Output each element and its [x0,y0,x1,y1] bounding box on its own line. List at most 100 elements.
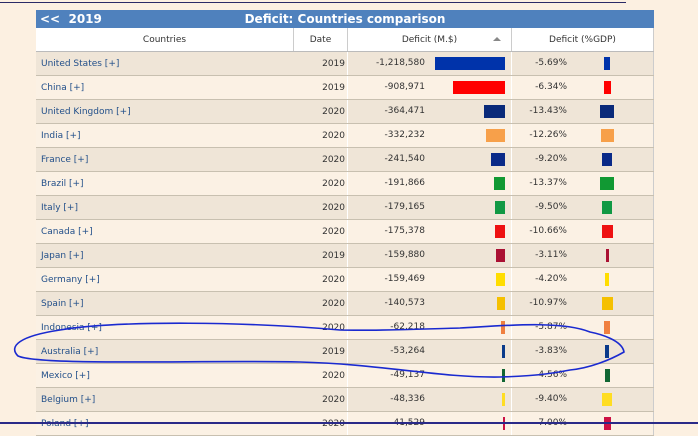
deficit-musd-value: -53,264 [390,346,425,356]
country-link[interactable]: United Kingdom [+] [36,99,294,124]
deficit-gdp-bar [605,273,609,286]
deficit-musd-bar [496,273,505,286]
deficit-musd-cell: -175,378 [347,219,512,244]
deficit-gdp-value: -3.11% [535,250,567,260]
title-bar: << 2019 Deficit: Countries comparison [36,10,654,28]
country-link[interactable]: China [+] [36,75,294,100]
date-cell: 2020 [293,147,348,172]
deficit-gdp-bar [604,369,610,382]
deficit-musd-value: -332,232 [384,130,425,140]
deficit-musd-value: -175,378 [384,226,425,236]
deficit-gdp-value: -5.87% [535,322,567,332]
table-row: Spain [+] 2020 -140,573 -10.97% [36,291,654,316]
previous-year-button[interactable]: << 2019 [40,10,102,28]
date-cell: 2019 [293,75,348,100]
deficit-musd-bar [491,153,505,166]
date-cell: 2019 [293,51,348,76]
deficit-panel: << 2019 Deficit: Countries comparison Co… [36,10,654,436]
deficit-gdp-bar [604,321,610,334]
date-cell: 2019 [293,339,348,364]
country-link[interactable]: Mexico [+] [36,363,294,388]
deficit-musd-bar [495,201,505,214]
deficit-gdp-cell: -9.20% [511,147,654,172]
date-cell: 2020 [293,123,348,148]
deficit-musd-cell: -159,469 [347,267,512,292]
deficit-gdp-value: -5.69% [535,58,567,68]
deficit-gdp-bar [602,201,612,214]
deficit-musd-cell: -48,336 [347,387,512,412]
table-row: Italy [+] 2020 -179,165 -9.50% [36,195,654,220]
deficit-gdp-value: -4.20% [535,274,567,284]
deficit-musd-value: -140,573 [384,298,425,308]
deficit-gdp-value: -10.66% [529,226,567,236]
date-cell: 2020 [293,267,348,292]
date-cell: 2020 [293,195,348,220]
table-row: Australia [+] 2019 -53,264 -3.83% [36,339,654,364]
deficit-musd-cell: -241,540 [347,147,512,172]
deficit-gdp-cell: -9.50% [511,195,654,220]
table-row: France [+] 2020 -241,540 -9.20% [36,147,654,172]
header-deficit-musd[interactable]: Deficit (M.$) [347,28,512,52]
deficit-table: Countries Date Deficit (M.$) Deficit (%G… [36,28,654,436]
deficit-musd-value: -49,137 [390,370,425,380]
deficit-gdp-bar [600,177,614,190]
header-date[interactable]: Date [293,28,348,52]
deficit-gdp-bar [603,81,611,94]
deficit-gdp-value: -9.20% [535,154,567,164]
table-row: China [+] 2019 -908,971 -6.34% [36,75,654,100]
country-link[interactable]: Belgium [+] [36,387,294,412]
country-link[interactable]: Brazil [+] [36,171,294,196]
country-link[interactable]: India [+] [36,123,294,148]
deficit-musd-cell: -53,264 [347,339,512,364]
date-cell: 2019 [293,243,348,268]
deficit-gdp-value: -13.37% [529,178,567,188]
deficit-musd-bar [502,393,505,406]
header-deficit-gdp[interactable]: Deficit (%GDP) [511,28,654,52]
country-link[interactable]: France [+] [36,147,294,172]
deficit-gdp-bar [605,249,609,262]
deficit-musd-cell: -332,232 [347,123,512,148]
deficit-gdp-value: -9.50% [535,202,567,212]
deficit-musd-value: -179,165 [384,202,425,212]
country-link[interactable]: Italy [+] [36,195,294,220]
table-row: Brazil [+] 2020 -191,866 -13.37% [36,171,654,196]
date-cell: 2020 [293,315,348,340]
deficit-gdp-cell: -10.66% [511,219,654,244]
back-label: << [40,12,61,26]
country-link[interactable]: Canada [+] [36,219,294,244]
country-link[interactable]: Japan [+] [36,243,294,268]
table-row: Indonesia [+] 2020 -62,218 -5.87% [36,315,654,340]
country-link[interactable]: Germany [+] [36,267,294,292]
deficit-musd-cell: -140,573 [347,291,512,316]
deficit-gdp-value: -9.40% [535,394,567,404]
country-link[interactable]: Spain [+] [36,291,294,316]
deficit-musd-bar [496,249,505,262]
deficit-gdp-value: -10.97% [529,298,567,308]
deficit-musd-value: -908,971 [384,82,425,92]
country-link[interactable]: Australia [+] [36,339,294,364]
table-row: Japan [+] 2019 -159,880 -3.11% [36,243,654,268]
date-cell: 2020 [293,363,348,388]
date-cell: 2020 [293,291,348,316]
deficit-gdp-value: -13.43% [529,106,567,116]
deficit-musd-cell: -179,165 [347,195,512,220]
deficit-gdp-cell: -13.43% [511,99,654,124]
deficit-musd-value: -364,471 [384,106,425,116]
country-link[interactable]: United States [+] [36,51,294,76]
table-row: Mexico [+] 2020 -49,137 -4.56% [36,363,654,388]
deficit-musd-value: -159,469 [384,274,425,284]
header-countries[interactable]: Countries [36,28,294,52]
deficit-gdp-bar [601,297,613,310]
deficit-musd-bar [486,129,505,142]
date-cell: 2020 [293,219,348,244]
deficit-musd-cell: -159,880 [347,243,512,268]
deficit-musd-value: -191,866 [384,178,425,188]
table-row: Belgium [+] 2020 -48,336 -9.40% [36,387,654,412]
deficit-gdp-value: -12.26% [529,130,567,140]
deficit-musd-bar [501,321,505,334]
country-link[interactable]: Indonesia [+] [36,315,294,340]
deficit-musd-value: -48,336 [390,394,425,404]
table-row: India [+] 2020 -332,232 -12.26% [36,123,654,148]
deficit-musd-bar [497,297,505,310]
deficit-musd-bar [502,345,505,358]
